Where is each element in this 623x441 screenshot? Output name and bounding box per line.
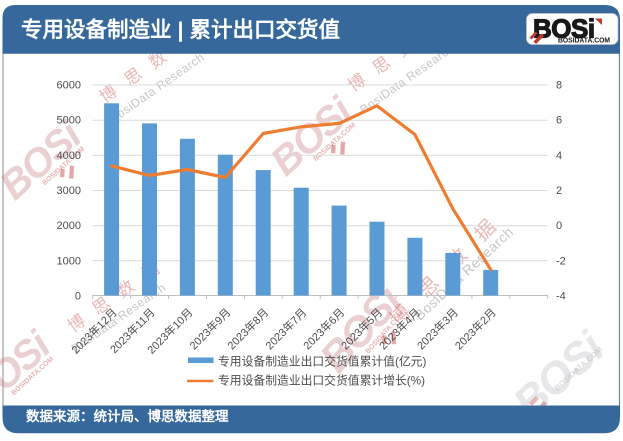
svg-text:BOSi: BOSi: [263, 89, 362, 185]
svg-text:BOSi: BOSi: [0, 323, 60, 419]
svg-text:专用设备制造业出口交货值累计增长(%): 专用设备制造业出口交货值累计增长(%): [218, 374, 425, 388]
svg-text:3000: 3000: [57, 185, 81, 197]
svg-text:2023年2月: 2023年2月: [452, 305, 499, 352]
svg-text:5000: 5000: [57, 115, 81, 127]
svg-text:0: 0: [75, 291, 81, 303]
svg-text:2: 2: [556, 185, 562, 197]
svg-text:6000: 6000: [57, 80, 81, 92]
svg-text:-4: -4: [556, 291, 566, 303]
svg-text:2000: 2000: [57, 220, 81, 232]
svg-text:8: 8: [556, 80, 562, 92]
svg-text:BOSi: BOSi: [533, 14, 595, 44]
svg-text:6: 6: [556, 115, 562, 127]
svg-text:BOSIDATA.COM: BOSIDATA.COM: [558, 36, 610, 45]
svg-text:0: 0: [556, 220, 562, 232]
svg-text:专用设备制造业出口交货值累计值(亿元): 专用设备制造业出口交货值累计值(亿元): [218, 355, 426, 369]
svg-text:数据来源：统计局、博思数据整理: 数据来源：统计局、博思数据整理: [26, 408, 229, 424]
svg-text:1000: 1000: [57, 255, 81, 267]
svg-text:4: 4: [556, 150, 562, 162]
svg-text:专用设备制造业 | 累计出口交货值: 专用设备制造业 | 累计出口交货值: [21, 17, 340, 42]
svg-text:-2: -2: [556, 255, 566, 267]
svg-text:4000: 4000: [57, 150, 81, 162]
